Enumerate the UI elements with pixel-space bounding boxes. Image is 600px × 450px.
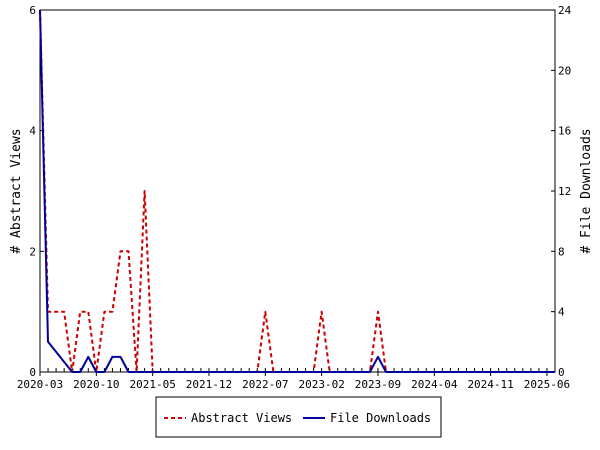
y-right-tick-label: 0 — [558, 366, 565, 379]
x-tick-label: 2023-09 — [355, 378, 401, 391]
y-axis-right-title: # File Downloads — [579, 128, 594, 253]
y-left-tick-label: 0 — [29, 366, 36, 379]
y-right-tick-label: 16 — [558, 125, 571, 138]
x-tick-label: 2021-05 — [129, 378, 175, 391]
y-right-tick-label: 4 — [558, 306, 565, 319]
y-right-tick-label: 8 — [558, 245, 565, 258]
x-tick-label: 2020-10 — [73, 378, 119, 391]
series-file-downloads — [39, 9, 555, 373]
x-tick-label: 2022-07 — [242, 378, 288, 391]
legend-label-abstract-views: Abstract Views — [191, 411, 292, 425]
x-tick-label: 2025-06 — [524, 378, 570, 391]
x-tick-label: 2020-03 — [17, 378, 63, 391]
y-left-tick-label: 6 — [29, 4, 36, 17]
y-right-tick-label: 24 — [558, 4, 572, 17]
x-tick-label: 2021-12 — [186, 378, 232, 391]
x-tick-label: 2024-04 — [411, 378, 458, 391]
x-tick-label: 2023-02 — [298, 378, 344, 391]
series-abstract-views — [39, 9, 555, 373]
labels: 2020-03 2020-10 2021-05 2021-12 2022-07 2023-… — [17, 4, 572, 391]
legend-box — [155, 396, 442, 438]
x-tick-label: 2024-11 — [467, 378, 513, 391]
legend-label-file-downloads: File Downloads — [330, 411, 431, 425]
y-left-tick-label: 4 — [29, 125, 36, 138]
plot-area — [39, 9, 556, 373]
y-right-tick-label: 12 — [558, 185, 571, 198]
series-layer — [39, 9, 555, 373]
y-right-tick-label: 20 — [558, 64, 571, 77]
legend: Abstract Views File Downloads — [155, 396, 442, 438]
y-left-tick-label: 2 — [29, 245, 36, 258]
y-axis-left-title: # Abstract Views — [9, 128, 24, 253]
